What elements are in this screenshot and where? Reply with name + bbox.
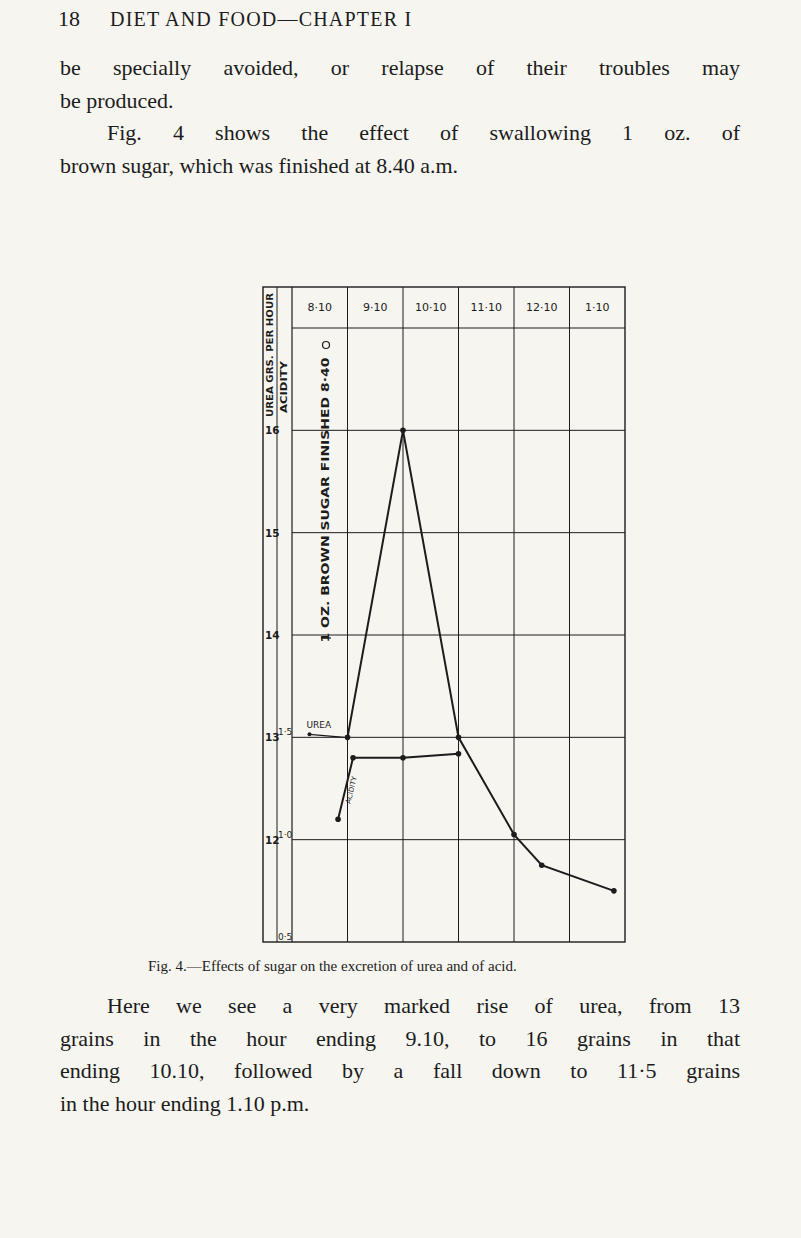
y-tick-label: 16 [265,424,280,436]
column-line [514,287,515,942]
grid-line [292,532,625,533]
text-line: in the hour ending 1.10 p.m. [60,1091,740,1117]
data-point [400,755,406,761]
data-point [611,888,617,894]
text-line: brown sugar, which was finished at 8.40 … [60,153,740,179]
series-line [338,754,458,819]
grid-line [292,635,625,636]
data-point [335,816,341,822]
x-tick-label: 1·10 [585,301,610,314]
y2-axis-title: ACIDITY [280,361,289,413]
text-line: Here we see a very marked rise of urea, … [107,993,740,1019]
data-point [350,755,356,761]
label-pointer [308,732,312,736]
text-line: be produced. [60,88,740,114]
x-tick-label: 10·10 [415,301,447,314]
annotation: 1 OZ. BROWN SUGAR FINISHED 8·40 [320,357,331,642]
x-tick-label: 11·10 [471,301,503,314]
data-point [400,428,406,434]
figure-caption: Fig. 4.—Effects of sugar on the excretio… [148,958,517,975]
chart: 8·109·1010·1011·1012·101·1012131415160·5… [0,0,801,1238]
outer-frame [263,287,625,942]
series-line [348,430,614,890]
data-layer [335,428,616,894]
data-point [456,735,462,741]
running-title: DIET AND FOOD—CHAPTER I [110,8,412,31]
annotation-mark [323,342,330,349]
data-point [345,735,351,741]
column-divider [291,287,292,942]
column-line [347,287,348,942]
y-axis-title: UREA GRS. PER HOUR [266,293,275,417]
text-line: be specially avoided, or relapse of thei… [60,55,740,81]
x-tick-label: 8·10 [308,301,333,314]
x-tick-label: 12·10 [526,301,558,314]
series-label: UREA [307,720,333,730]
y-tick-label: 14 [265,629,280,641]
text-line: grains in the hour ending 9.10, to 16 gr… [60,1026,740,1052]
grid-line [292,839,625,840]
y2-tick-label: 0·5 [278,932,292,942]
column-line [569,287,570,942]
column-line [403,287,404,942]
data-point [539,862,545,868]
series-label: ACIDITY [344,775,358,804]
column-line [458,287,459,942]
data-point [456,751,462,757]
x-tick-label: 9·10 [363,301,388,314]
page-number: 18 [58,6,80,32]
text-line: Fig. 4 shows the effect of swallowing 1 … [107,120,740,146]
data-point [511,832,517,838]
label-pointer [310,734,345,737]
y2-tick-label: 1·0 [278,830,293,840]
y-tick-label: 15 [265,527,280,539]
y2-tick-label: 1·5 [278,727,292,737]
frame [263,287,625,942]
grid-line [292,430,625,431]
text-line: ending 10.10, followed by a fall down to… [60,1058,740,1084]
